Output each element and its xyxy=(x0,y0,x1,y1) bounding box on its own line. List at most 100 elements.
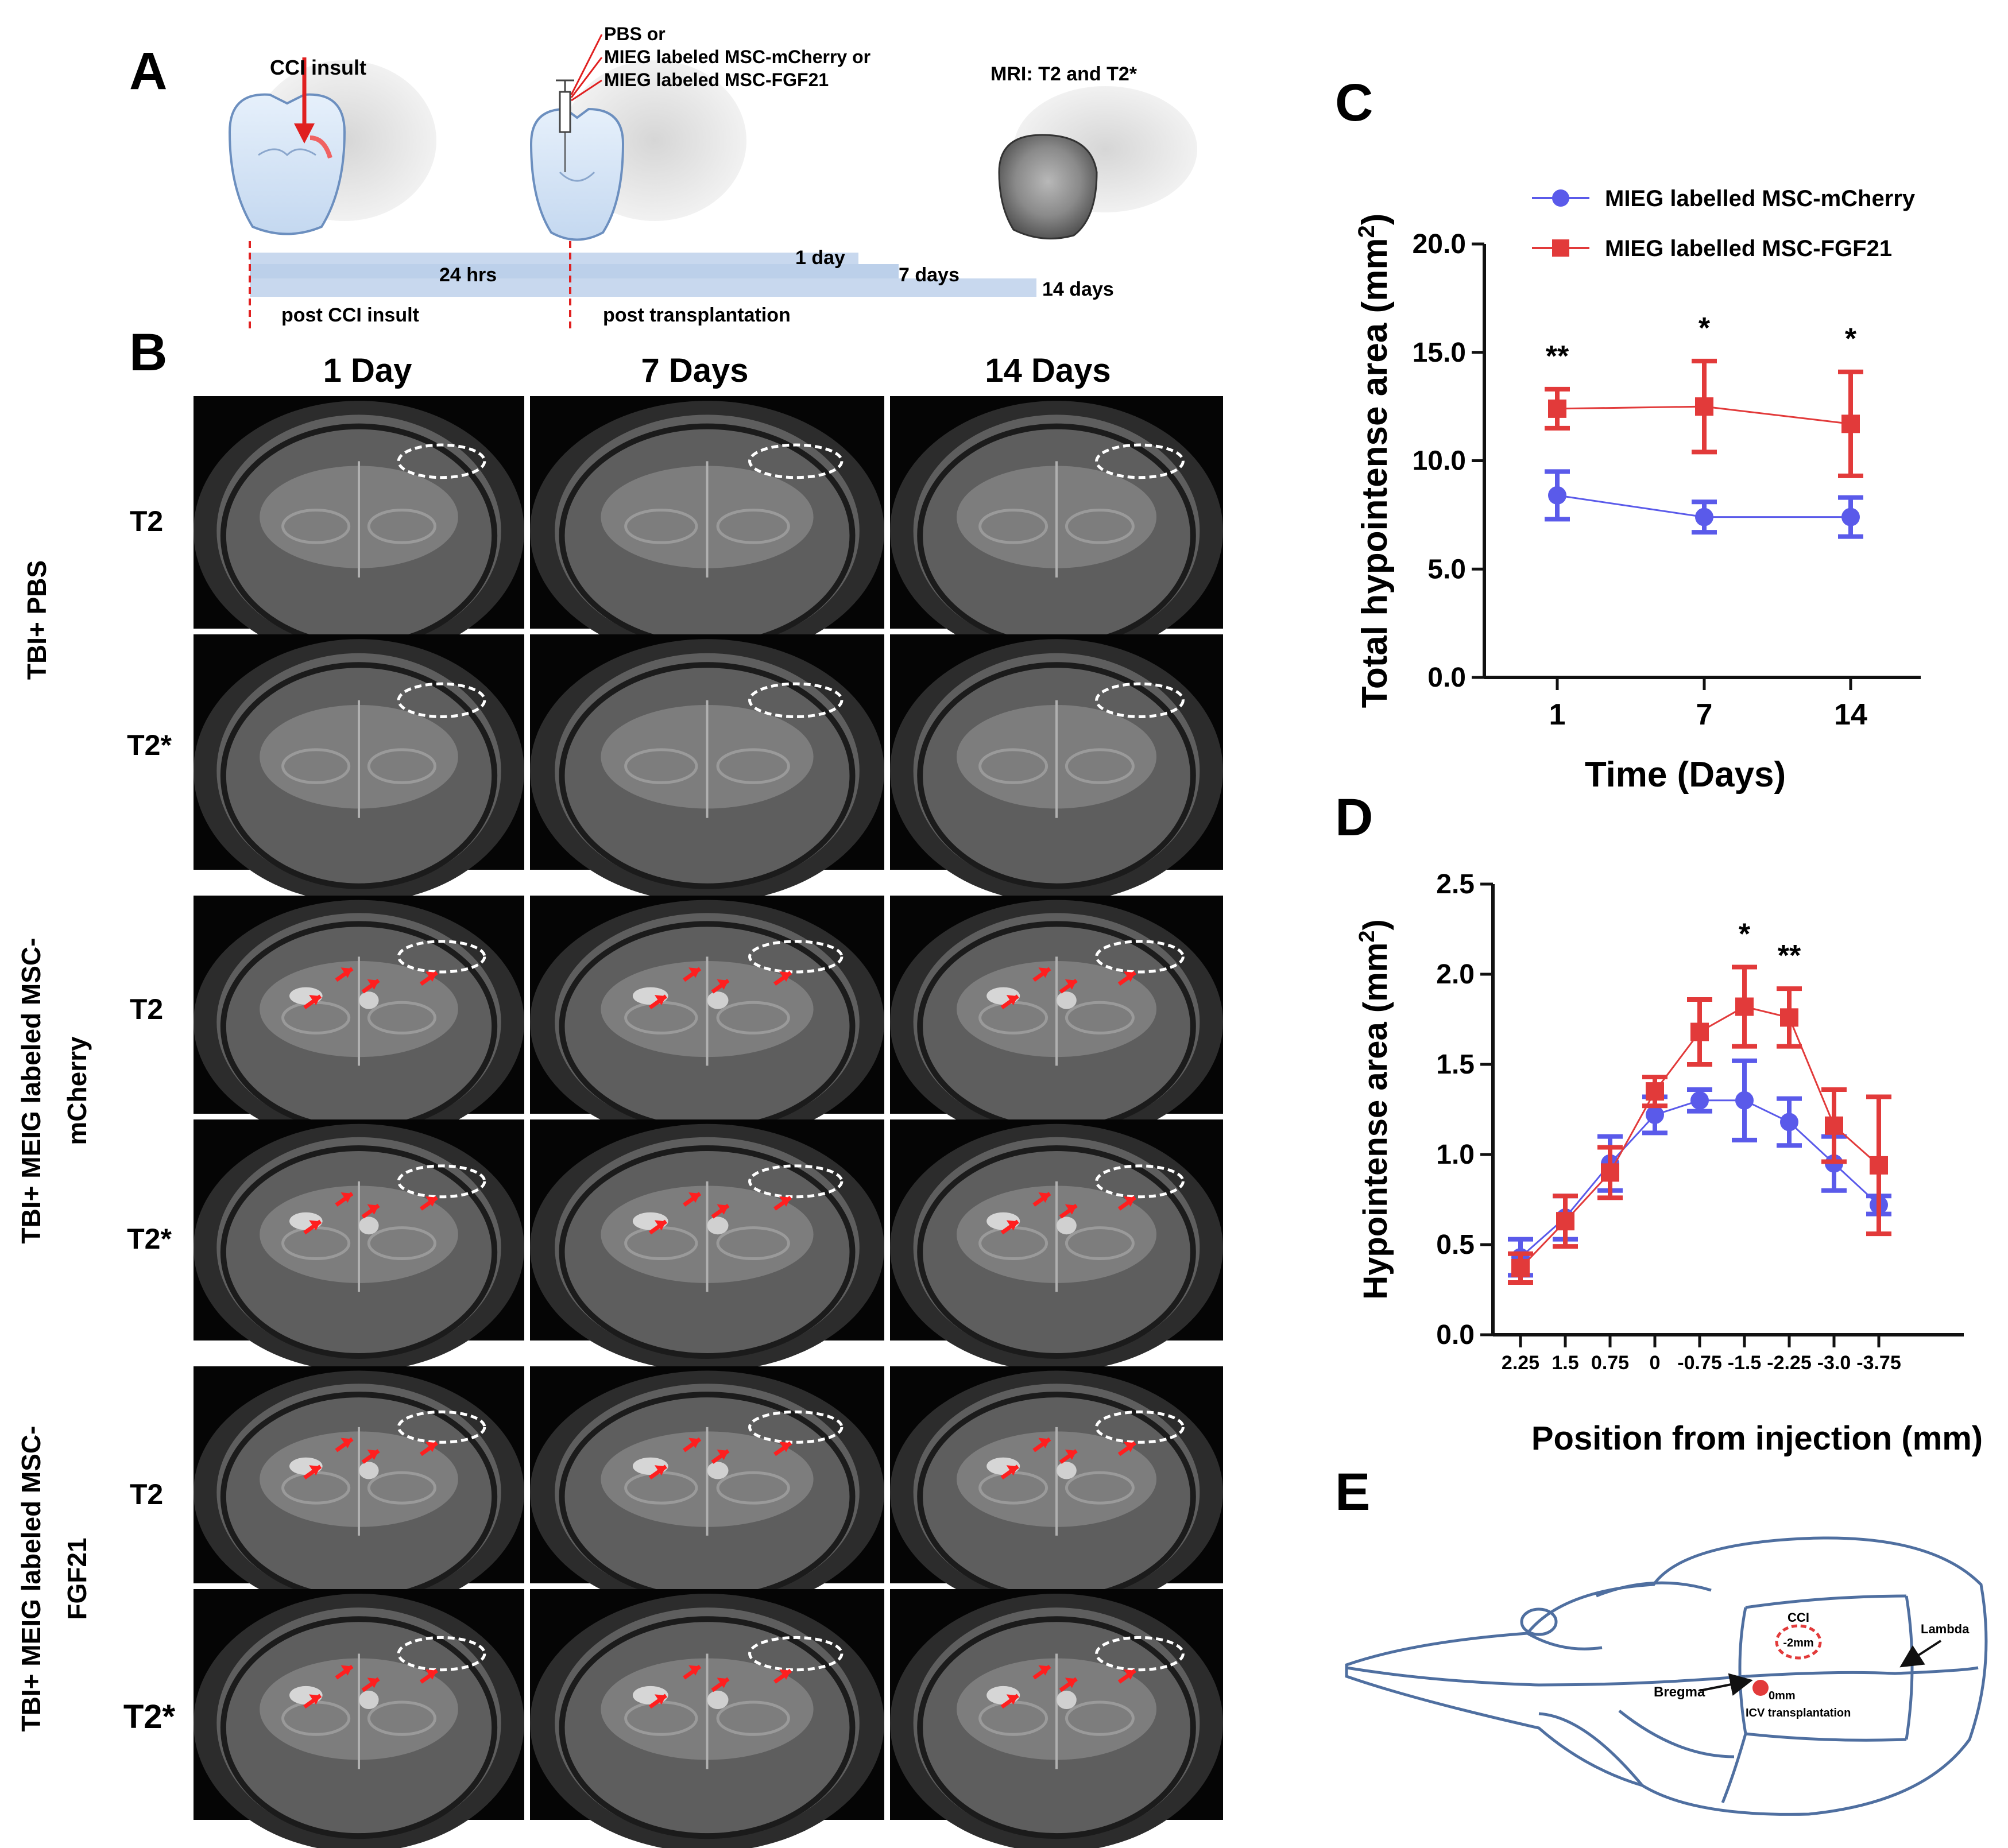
red-arrow-icon xyxy=(309,1465,321,1476)
mri-image-cell xyxy=(890,634,1223,903)
injection-label-1: PBS or xyxy=(604,24,666,44)
x-tick-label: 14 xyxy=(1834,698,1867,731)
red-arrow-icon xyxy=(1038,1438,1050,1448)
legend-label: MIEG labelled MSC-FGF21 xyxy=(1605,236,1892,261)
brain-boundary xyxy=(917,1145,1196,1359)
brain-section xyxy=(228,93,346,235)
hippocampus-left xyxy=(281,508,351,544)
lesion-roi-ellipse xyxy=(748,682,844,719)
lesion-roi-ellipse xyxy=(397,443,486,479)
cci-site-marker xyxy=(1775,1624,1822,1660)
row-label-t2: T2 xyxy=(130,1478,163,1510)
data-point xyxy=(1841,507,1860,526)
lesion-roi-ellipse xyxy=(748,940,844,974)
lesion-roi-ellipse xyxy=(397,1410,486,1444)
panel-letter-b: B xyxy=(129,323,167,382)
brain-boundary xyxy=(917,1616,1196,1839)
mri-image-cell xyxy=(530,896,884,1145)
bright-spot xyxy=(1057,1690,1077,1710)
hippocampus-right xyxy=(716,1001,790,1035)
data-point xyxy=(1690,1091,1709,1110)
mri-brain-illustration: MRI: T2 and T2* xyxy=(991,63,1197,240)
panel-letter-e: E xyxy=(1335,1463,1370,1521)
mri-image-cell xyxy=(194,634,524,903)
cci-brain-illustration: CCI insult xyxy=(228,56,436,235)
y-tick-label: 15.0 xyxy=(1413,338,1466,368)
bregma-label: Bregma xyxy=(1654,1684,1705,1700)
red-arrow-icon xyxy=(425,1669,437,1680)
lesion-roi-ellipse xyxy=(748,443,844,479)
red-arrow-icon xyxy=(1123,1196,1135,1207)
brain-boundary xyxy=(559,1616,856,1839)
x-tick-label: 0 xyxy=(1650,1352,1661,1374)
bright-spot xyxy=(1057,1462,1077,1479)
red-arrow-icon xyxy=(425,971,437,982)
significance-label: ** xyxy=(1778,939,1801,973)
bright-spot xyxy=(707,991,729,1009)
row-label-t2star: T2* xyxy=(123,1698,176,1735)
data-point xyxy=(1556,1212,1574,1231)
panel-letter-c: C xyxy=(1335,73,1373,132)
red-arrow-icon xyxy=(1006,1465,1018,1476)
cci-site-label: CCI xyxy=(1788,1610,1809,1625)
column-header-7days: 7 Days xyxy=(641,352,748,389)
row-label-t2star: T2* xyxy=(127,1223,172,1255)
lesion-roi-ellipse xyxy=(397,1636,486,1672)
red-arrow-icon xyxy=(654,1465,666,1476)
y-axis-label: Total hypointense area (mm2) xyxy=(1354,214,1395,708)
skull-ventral-line xyxy=(1745,1732,1907,1742)
brain-structure xyxy=(258,148,316,157)
red-arrow-icon xyxy=(688,1665,701,1676)
timeline-7days: 7 days xyxy=(899,264,959,286)
red-arrow-icon xyxy=(654,1220,666,1231)
timeline-post-cci: post CCI insult xyxy=(281,304,419,326)
x-tick-label: -3.0 xyxy=(1817,1352,1851,1374)
mri-image-cell xyxy=(890,896,1223,1145)
red-arrow-icon xyxy=(309,995,321,1006)
cci-label: CCI insult xyxy=(270,56,366,79)
red-arrow-icon xyxy=(654,1694,666,1705)
significance-label: ** xyxy=(1546,340,1569,373)
bright-spot xyxy=(359,991,379,1009)
data-point xyxy=(1780,1008,1798,1027)
data-point xyxy=(1825,1116,1843,1135)
lesion-roi-ellipse xyxy=(748,1636,844,1672)
zero-label: 0mm xyxy=(1769,1690,1796,1702)
mri-image-cell xyxy=(890,1119,1223,1372)
red-arrow-icon xyxy=(1123,971,1135,982)
red-arrow-icon xyxy=(1038,967,1050,978)
pointer-line xyxy=(570,57,603,98)
mri-image-cell xyxy=(890,1366,1223,1614)
mri-image-cell xyxy=(530,1589,884,1848)
brain-structure xyxy=(559,171,595,182)
red-arrow-icon xyxy=(341,1192,353,1203)
red-arrow-icon xyxy=(367,979,379,990)
injection-label-2: MIEG labeled MSC-mCherry or xyxy=(604,47,870,67)
red-arrow-icon xyxy=(688,1192,701,1203)
red-arrow-icon xyxy=(1038,1192,1050,1203)
data-point xyxy=(1548,486,1566,505)
x-tick-label: 0.75 xyxy=(1591,1352,1629,1374)
y-tick-label: 10.0 xyxy=(1413,446,1466,476)
bright-spot xyxy=(707,1690,729,1710)
hippocampus-left xyxy=(624,748,698,784)
red-arrow-icon xyxy=(1065,1677,1077,1688)
y-tick-label: 1.0 xyxy=(1436,1140,1475,1170)
red-arrow-icon xyxy=(367,1204,379,1215)
red-arrow-icon xyxy=(341,1438,353,1448)
bright-spot xyxy=(359,1216,379,1235)
skull-midline xyxy=(1346,1666,1746,1687)
y-tick-label: 0.0 xyxy=(1427,663,1466,693)
red-arrow-icon xyxy=(654,995,666,1006)
chart-c: 0.05.010.015.020.01 7 14*** *Total hypointe… xyxy=(1354,186,1921,795)
panel-c: C 0.05.010.015.020.01 7 14*** *Total hypoin… xyxy=(1335,73,1921,795)
red-arrow-icon xyxy=(688,967,701,978)
red-arrow-icon xyxy=(717,1204,729,1215)
mri-section xyxy=(998,134,1098,240)
bright-spot xyxy=(707,1216,729,1235)
red-arrow-icon xyxy=(1065,1450,1077,1460)
brain-boundary xyxy=(559,662,856,889)
panel-b: B 1 Day 7 Days 14 Days TBI+ PBS TBI+ MEI… xyxy=(16,323,1223,1848)
red-arrow-icon xyxy=(717,1677,729,1688)
cci-depth-label: -2mm xyxy=(1783,1637,1813,1649)
